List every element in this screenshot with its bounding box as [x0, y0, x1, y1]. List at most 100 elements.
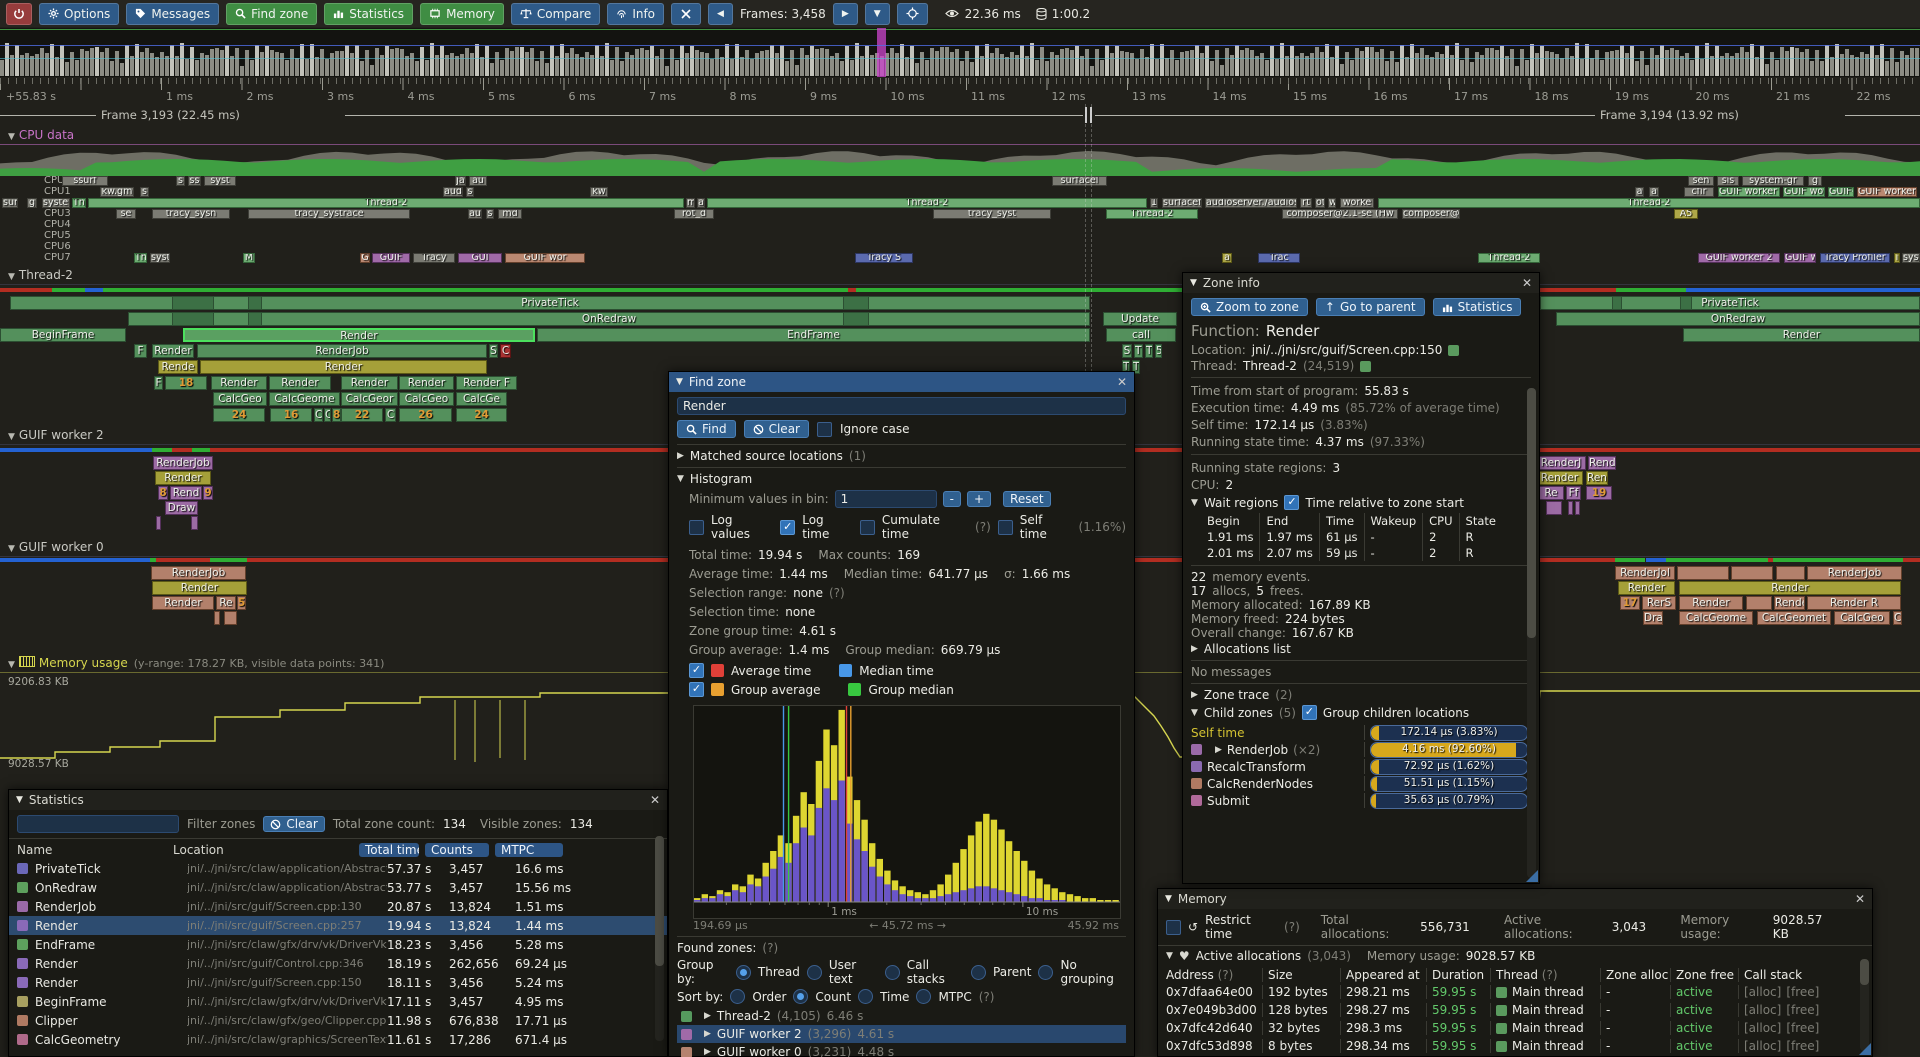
- timeline-zone[interactable]: CalcGeo: [1834, 611, 1890, 625]
- found-zones-help[interactable]: (?): [762, 941, 779, 955]
- frame-bar[interactable]: [1235, 45, 1239, 76]
- timeline-zone[interactable]: Render: [1679, 581, 1901, 595]
- timeline-zone[interactable]: Render: [1774, 596, 1805, 610]
- frame-bar[interactable]: [1045, 61, 1049, 76]
- frame-bar[interactable]: [1595, 50, 1599, 76]
- stats-col-total-time[interactable]: Total time: [359, 843, 419, 857]
- timeline-zone[interactable]: ja: [455, 176, 466, 186]
- frame-bar[interactable]: [1085, 49, 1089, 76]
- statistics-titlebar[interactable]: ▼ Statistics ✕: [9, 790, 667, 810]
- timeline-zone[interactable]: GUIF w: [1784, 253, 1816, 263]
- frame-bar[interactable]: [1545, 51, 1549, 76]
- frame-bar[interactable]: [995, 48, 999, 76]
- timeline-zone[interactable]: s: [176, 176, 185, 186]
- frame-bar[interactable]: [1645, 64, 1649, 76]
- frame-bar[interactable]: [775, 53, 779, 76]
- frame-bar[interactable]: [810, 45, 814, 76]
- group-by-no-grouping[interactable]: [1038, 964, 1054, 980]
- timeline-zone[interactable]: RenderJob: [197, 344, 487, 358]
- source-color-swatch[interactable]: [1448, 344, 1460, 356]
- frame-bar[interactable]: [360, 60, 364, 76]
- frame-overview-graph[interactable]: [0, 28, 1920, 77]
- frame-labels-row[interactable]: Frame 3,193 (22.45 ms) Frame 3,194 (13.92…: [0, 105, 1920, 125]
- timeline-zone[interactable]: composer@2.1-se (Hw: [1282, 209, 1398, 219]
- timeline-zone[interactable]: i: [1894, 253, 1900, 263]
- frame-bar[interactable]: [1695, 46, 1699, 76]
- frame-bar[interactable]: [30, 56, 34, 76]
- section-header-memory-usage[interactable]: ▼ Memory usage (y-range: 178.27 KB, visibl…: [8, 656, 385, 670]
- frame-bar[interactable]: [15, 45, 19, 76]
- timeline-zone[interactable]: GUIF worker 0: [1718, 187, 1780, 197]
- frame-bar[interactable]: [575, 53, 579, 76]
- frame-bar[interactable]: [1495, 49, 1499, 76]
- frame-bar[interactable]: [1030, 43, 1034, 76]
- frame-bar[interactable]: [845, 46, 849, 76]
- frame-bar[interactable]: [1785, 51, 1789, 76]
- timeline-zone[interactable]: sen: [1688, 176, 1714, 186]
- timeline-zone[interactable]: RerS: [1642, 596, 1676, 610]
- timeline-zone[interactable]: 9: [203, 486, 213, 500]
- frame-bar[interactable]: [330, 52, 334, 76]
- timeline-zone[interactable]: [1612, 296, 1622, 310]
- timeline-zone[interactable]: 24: [456, 408, 507, 422]
- timeline-zone[interactable]: S: [1122, 344, 1132, 358]
- frame-bar[interactable]: [220, 50, 224, 76]
- timeline-zone[interactable]: Re: [216, 596, 236, 610]
- timeline-zone[interactable]: BeginFrame: [0, 328, 126, 342]
- frame-bar[interactable]: [1245, 48, 1249, 76]
- timeline-zone[interactable]: system se: [42, 198, 70, 208]
- frame-bar[interactable]: [1865, 53, 1869, 76]
- zoom-to-zone-button[interactable]: Zoom to zone: [1191, 298, 1308, 316]
- timeline-zone[interactable]: 5: [237, 596, 246, 610]
- timeline-zone[interactable]: rt: [1300, 198, 1312, 208]
- timeline-zone[interactable]: [1568, 501, 1573, 515]
- frame-bar[interactable]: [705, 52, 709, 76]
- frame-bar[interactable]: [380, 55, 384, 76]
- timeline-zone[interactable]: [843, 296, 869, 310]
- frame-bar[interactable]: [1390, 50, 1394, 76]
- frame-bar[interactable]: [1140, 48, 1144, 76]
- timeline-zone[interactable]: s: [140, 187, 149, 197]
- frame-bar[interactable]: [1110, 52, 1114, 76]
- timeline-zone[interactable]: Render: [399, 376, 454, 390]
- frame-bar[interactable]: [160, 52, 164, 76]
- frame-bar[interactable]: [620, 60, 624, 76]
- frame-bar[interactable]: [600, 55, 604, 76]
- bin-minus-button[interactable]: -: [942, 491, 961, 507]
- frame-bar[interactable]: [1130, 53, 1134, 76]
- timeline-zone[interactable]: tracy_syst: [933, 209, 1051, 219]
- frame-bar[interactable]: [1065, 47, 1069, 76]
- frame-bar[interactable]: [1160, 44, 1164, 76]
- timeline-zone[interactable]: system-gr: [1742, 176, 1804, 186]
- frame-bar[interactable]: [490, 62, 494, 76]
- timeline-zone[interactable]: Thread-2: [88, 198, 684, 208]
- frame-bar[interactable]: [1095, 48, 1099, 76]
- frame-bar[interactable]: [1605, 51, 1609, 76]
- frame-bar[interactable]: [1910, 47, 1914, 76]
- timeline-zone[interactable]: S: [489, 344, 498, 358]
- memory-col-thread[interactable]: Thread (?): [1490, 967, 1600, 982]
- timeline-zone[interactable]: g: [27, 198, 37, 208]
- frame-bar[interactable]: [1120, 50, 1124, 76]
- frame-bar[interactable]: [1305, 55, 1309, 76]
- frame-bar[interactable]: [345, 45, 349, 76]
- frame-bar[interactable]: [1355, 47, 1359, 76]
- frame-bar[interactable]: [1745, 52, 1749, 76]
- frame-bar[interactable]: [1185, 50, 1189, 76]
- timeline-zone[interactable]: [1746, 596, 1772, 610]
- collapse-icon[interactable]: ▼: [677, 474, 684, 484]
- collapse-icon[interactable]: ▼: [8, 544, 15, 554]
- free-callstack-link[interactable]: [free]: [1786, 1003, 1820, 1017]
- frame-bar[interactable]: [785, 60, 789, 76]
- timeline-zone[interactable]: s: [466, 187, 474, 197]
- frame-bar[interactable]: [790, 49, 794, 76]
- allocation-row[interactable]: 0x7dfaa64e00 192 bytes 298.21 ms 59.95 s Mai…: [1166, 983, 1864, 1001]
- frame-bar[interactable]: [1370, 47, 1374, 76]
- timeline-zone[interactable]: 18: [165, 376, 207, 390]
- frame-bar[interactable]: [1815, 50, 1819, 76]
- frame-bar[interactable]: [1105, 44, 1109, 76]
- zone-trace-label[interactable]: Zone trace: [1203, 688, 1270, 702]
- frame-bar[interactable]: [780, 45, 784, 76]
- timeline-zone[interactable]: m: [686, 198, 695, 208]
- frame-bar[interactable]: [645, 49, 649, 76]
